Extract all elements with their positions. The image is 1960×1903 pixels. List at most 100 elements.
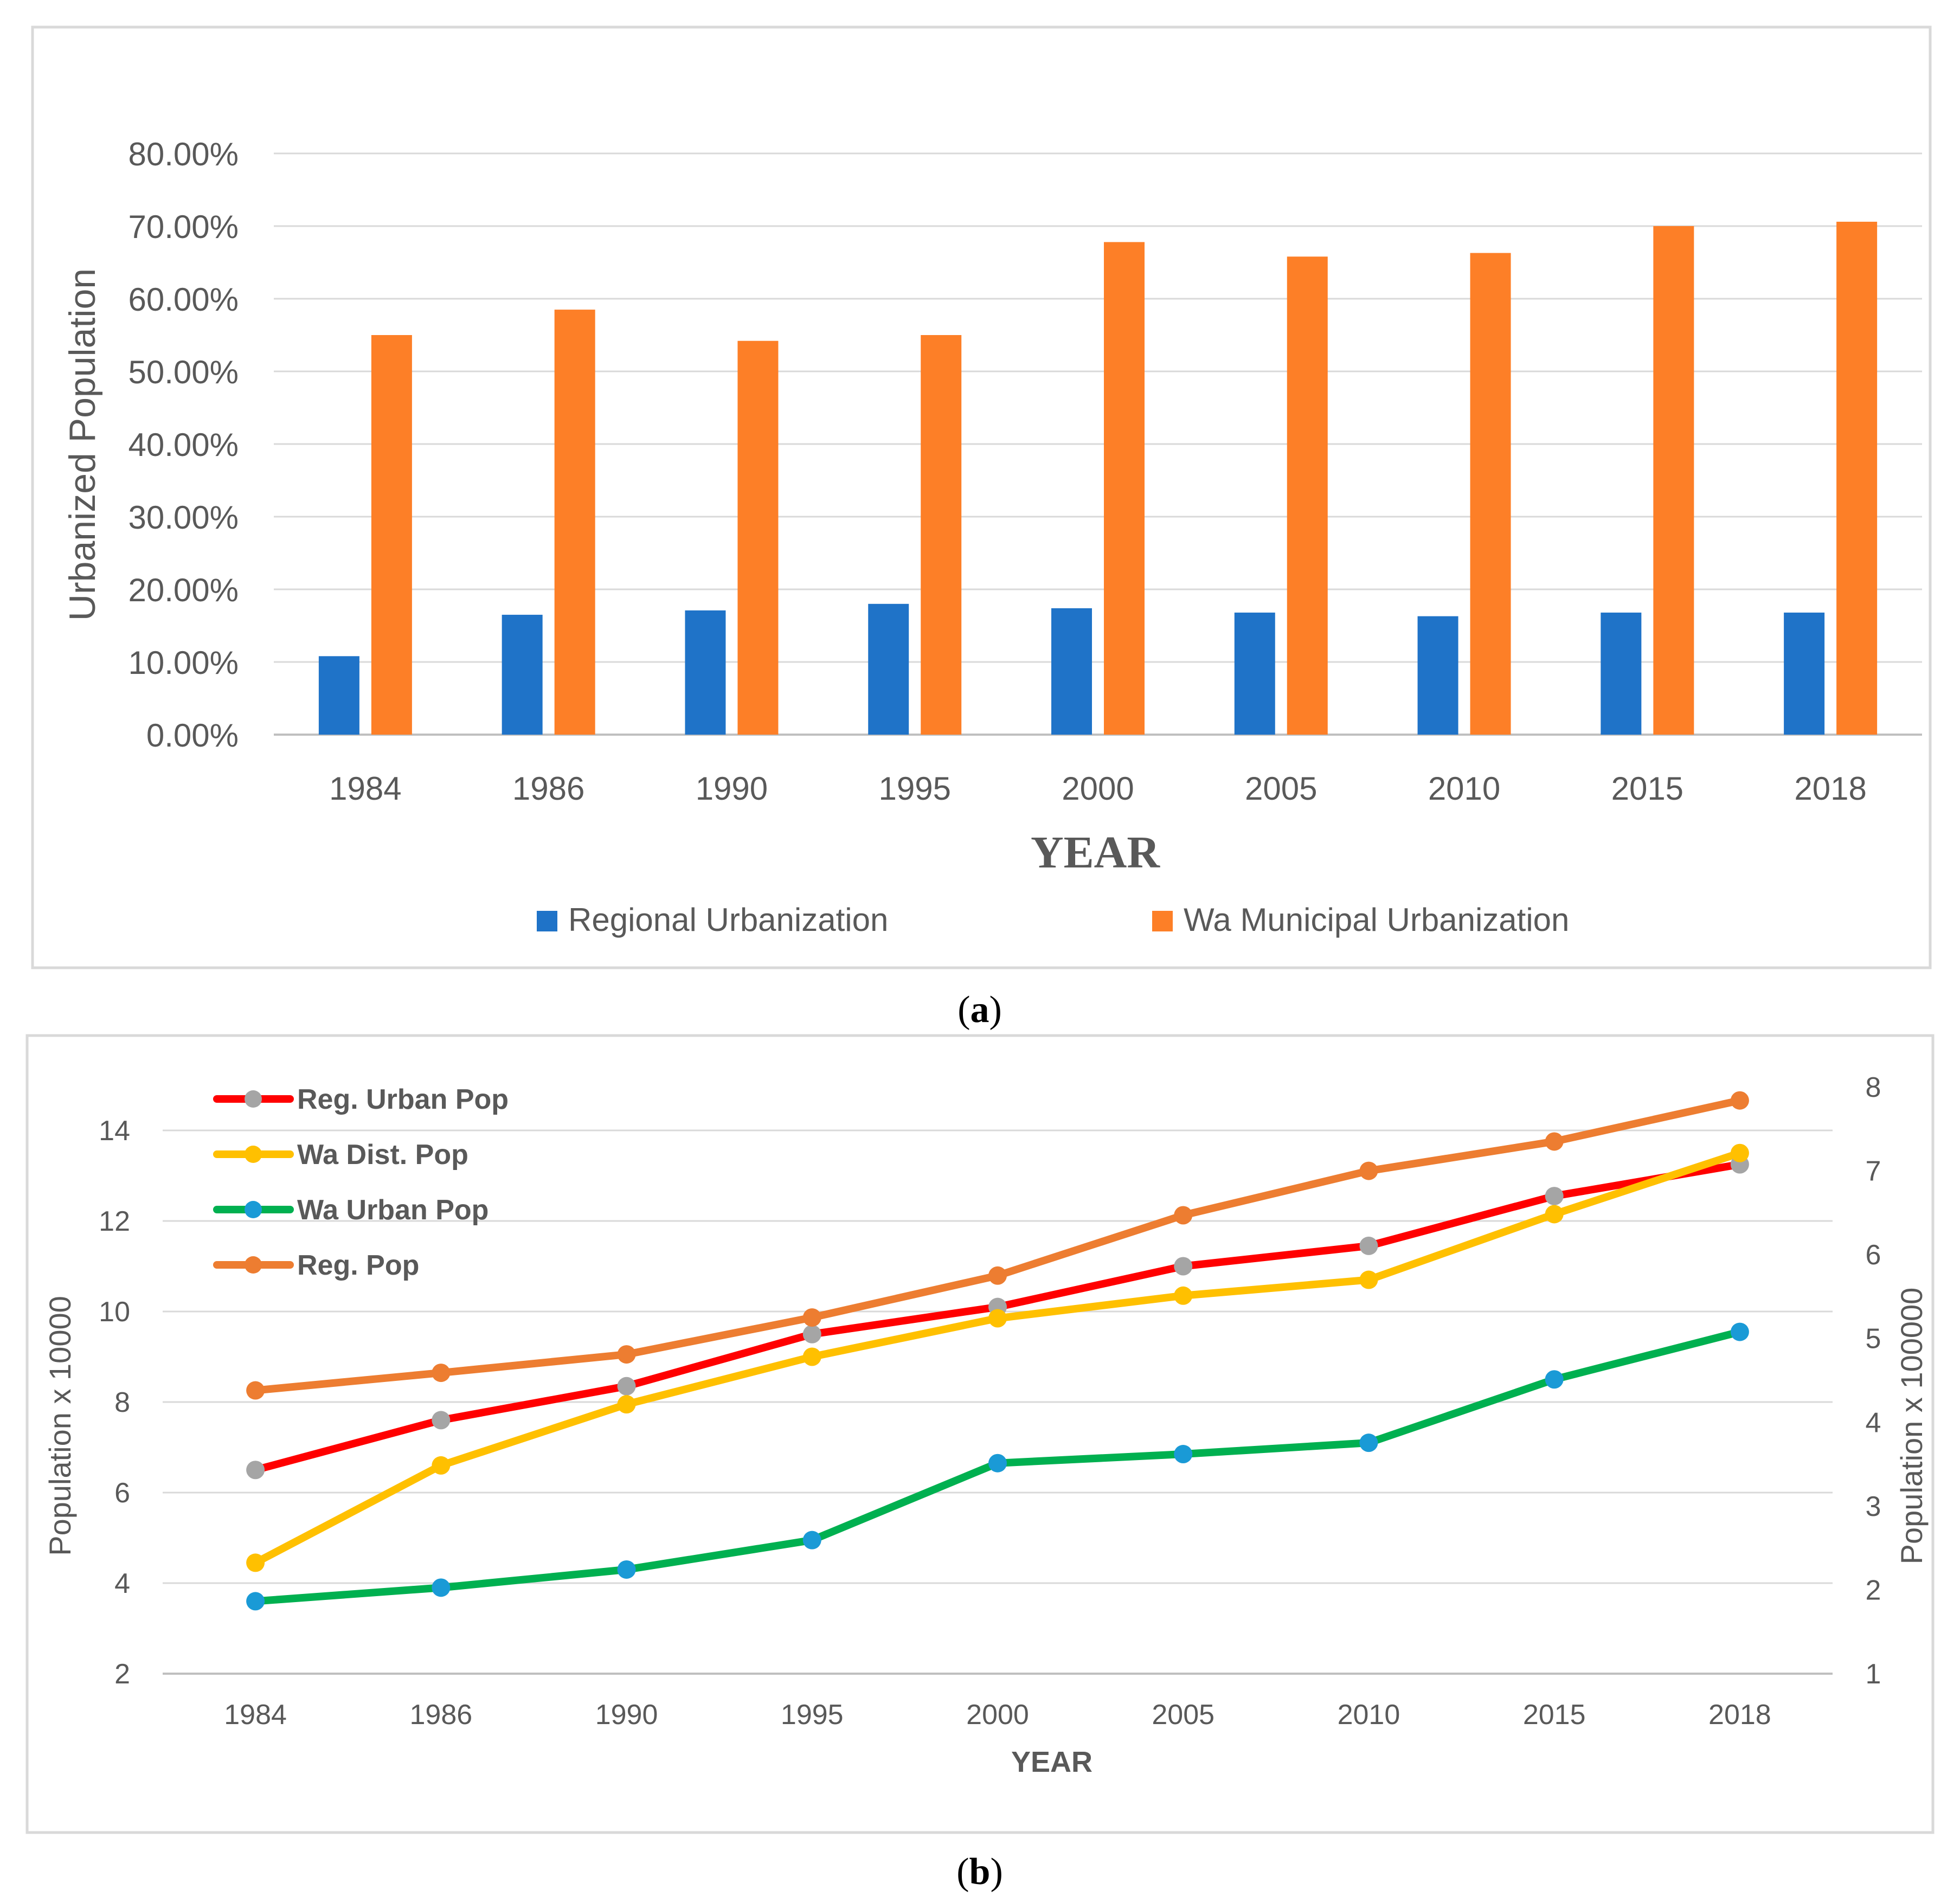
chart-a-gridlines bbox=[274, 152, 1922, 736]
chart-b-y-tick-label-left: 8 bbox=[114, 1387, 130, 1418]
chart-a-x-tick-label: 2018 bbox=[1794, 770, 1866, 807]
chart-a-frame bbox=[31, 25, 1932, 969]
legend-label-reg-pop: Reg. Pop bbox=[297, 1250, 419, 1281]
chart-b-x-tick-label: 1984 bbox=[224, 1699, 287, 1731]
point-reg-urban-pop-1984 bbox=[246, 1461, 265, 1480]
chart-a-y-tick-label: 70.00% bbox=[128, 209, 239, 245]
chart-b-series-points bbox=[246, 1091, 1749, 1611]
chart-b-y-tick-label-left: 14 bbox=[99, 1115, 130, 1147]
chart-b-y-tick-label-right: 7 bbox=[1866, 1156, 1881, 1187]
point-reg-pop-2005 bbox=[1174, 1206, 1193, 1225]
point-reg-pop-2000 bbox=[988, 1266, 1007, 1285]
bar-regional-urbanization-1984 bbox=[318, 656, 359, 735]
chart-a-y-tick-label: 20.00% bbox=[128, 572, 239, 608]
point-wa-dist-pop-1990 bbox=[617, 1395, 636, 1414]
panel-b-caption: (b) bbox=[956, 1851, 1003, 1893]
chart-a-legend: Regional Urbanization Wa Municipal Urbani… bbox=[537, 902, 1569, 938]
point-wa-urban-pop-1995 bbox=[802, 1531, 821, 1550]
chart-a-y-tick-label: 40.00% bbox=[128, 427, 239, 463]
chart-b-y-tick-label-left: 2 bbox=[114, 1658, 130, 1690]
chart-b-y-tick-label-left: 12 bbox=[99, 1206, 130, 1237]
bar-wa-municipal-urbanization-2005 bbox=[1287, 256, 1328, 735]
chart-a-x-tick-label: 1986 bbox=[512, 770, 584, 807]
point-wa-urban-pop-2010 bbox=[1359, 1433, 1378, 1452]
point-reg-urban-pop-1986 bbox=[432, 1411, 451, 1430]
chart-b-y-tick-label-left: 4 bbox=[114, 1568, 130, 1599]
point-reg-pop-2015 bbox=[1545, 1132, 1564, 1151]
chart-b-x-tick-label: 2015 bbox=[1523, 1699, 1586, 1731]
point-reg-pop-2010 bbox=[1359, 1161, 1378, 1180]
point-reg-urban-pop-2005 bbox=[1174, 1257, 1193, 1276]
point-wa-urban-pop-2000 bbox=[988, 1454, 1007, 1473]
chart-a-y-tick-label: 50.00% bbox=[128, 354, 239, 390]
bar-regional-urbanization-2015 bbox=[1601, 612, 1642, 735]
point-wa-urban-pop-2015 bbox=[1545, 1370, 1564, 1389]
bar-wa-municipal-urbanization-2000 bbox=[1104, 242, 1145, 735]
legend-label-wa-municipal-urbanization: Wa Municipal Urbanization bbox=[1184, 902, 1569, 938]
point-reg-pop-1986 bbox=[432, 1364, 451, 1383]
bar-regional-urbanization-2000 bbox=[1051, 608, 1092, 735]
point-wa-dist-pop-2010 bbox=[1359, 1270, 1378, 1289]
chart-b-legend: Reg. Urban Pop Wa Dist. Pop Wa Urban Pop Re… bbox=[213, 1084, 509, 1281]
chart-a-y-tick-label: 0.00% bbox=[146, 717, 239, 754]
bar-wa-municipal-urbanization-1984 bbox=[371, 335, 412, 735]
chart-a-x-tick-label: 2005 bbox=[1245, 770, 1317, 807]
legend-label-wa-urban-pop: Wa Urban Pop bbox=[297, 1194, 489, 1226]
legend-label-regional-urbanization: Regional Urbanization bbox=[568, 902, 888, 938]
chart-b-y-tick-label-left: 10 bbox=[99, 1296, 130, 1328]
bar-wa-municipal-urbanization-1990 bbox=[737, 340, 779, 735]
bar-wa-municipal-urbanization-2010 bbox=[1470, 253, 1511, 735]
legend-label-reg-urban-pop: Reg. Urban Pop bbox=[297, 1084, 509, 1115]
chart-b-x-tick-label: 1990 bbox=[595, 1699, 658, 1731]
point-wa-urban-pop-2005 bbox=[1174, 1445, 1193, 1464]
point-reg-pop-1995 bbox=[802, 1308, 821, 1327]
chart-b-x-tick-label: 1986 bbox=[409, 1699, 472, 1731]
chart-a-bars bbox=[318, 221, 1878, 735]
point-wa-dist-pop-2005 bbox=[1174, 1286, 1193, 1305]
chart-b-x-ticks: 1984 1986 1990 1995 2000 2005 2010 2015 2018 bbox=[224, 1699, 1771, 1731]
legend-swatch-wa-municipal-urbanization bbox=[1152, 911, 1173, 931]
chart-a-x-tick-label: 1990 bbox=[696, 770, 768, 807]
chart-b-y-axis-title-right: Population x 100000 bbox=[1894, 1288, 1929, 1565]
point-reg-pop-1984 bbox=[246, 1381, 265, 1400]
point-wa-dist-pop-1984 bbox=[246, 1553, 265, 1572]
bar-wa-municipal-urbanization-1995 bbox=[921, 335, 962, 735]
panel-a-caption: (a) bbox=[957, 989, 1002, 1031]
chart-a-x-axis-title: YEAR bbox=[1031, 827, 1160, 878]
chart-b-x-tick-label: 2000 bbox=[966, 1699, 1029, 1731]
chart-b-y-tick-label-left: 6 bbox=[114, 1477, 130, 1509]
chart-b-y-tick-label-right: 2 bbox=[1866, 1574, 1881, 1606]
chart-b-x-axis-title: YEAR bbox=[1011, 1746, 1093, 1778]
point-wa-dist-pop-2015 bbox=[1545, 1205, 1564, 1224]
chart-a-x-ticks: 1984 1986 1990 1995 2000 2005 2010 2015 2018 bbox=[329, 770, 1867, 807]
chart-b-y-tick-label-right: 4 bbox=[1866, 1407, 1881, 1438]
point-wa-urban-pop-2018 bbox=[1730, 1322, 1749, 1341]
legend-marker-wa-urban-pop bbox=[245, 1201, 262, 1218]
chart-b-frame bbox=[25, 1034, 1935, 1834]
chart-b-y-ticks-right: 1 2 3 4 5 6 7 8 bbox=[1866, 1072, 1881, 1690]
chart-a-y-axis-title: Urbanized Population bbox=[62, 268, 103, 621]
point-wa-urban-pop-1990 bbox=[617, 1560, 636, 1579]
point-reg-pop-2018 bbox=[1730, 1091, 1749, 1110]
point-reg-urban-pop-1990 bbox=[617, 1377, 636, 1396]
chart-b-y-tick-label-right: 8 bbox=[1866, 1072, 1881, 1103]
chart-b-x-tick-label: 2005 bbox=[1152, 1699, 1214, 1731]
bar-regional-urbanization-2018 bbox=[1784, 612, 1825, 735]
bar-regional-urbanization-2005 bbox=[1234, 612, 1275, 735]
point-wa-urban-pop-1984 bbox=[246, 1592, 265, 1611]
chart-a-x-tick-label: 2010 bbox=[1428, 770, 1500, 807]
chart-a-x-tick-label: 1984 bbox=[329, 770, 401, 807]
legend-marker-reg-pop bbox=[245, 1256, 262, 1274]
bar-wa-municipal-urbanization-2018 bbox=[1836, 221, 1878, 735]
legend-label-wa-dist-pop: Wa Dist. Pop bbox=[297, 1139, 468, 1171]
bar-regional-urbanization-1995 bbox=[868, 603, 909, 735]
point-reg-urban-pop-1995 bbox=[802, 1325, 821, 1343]
bar-regional-urbanization-1990 bbox=[685, 610, 726, 735]
bar-regional-urbanization-2010 bbox=[1417, 616, 1458, 735]
chart-b-y-ticks-left: 2 4 6 8 10 12 14 bbox=[99, 1115, 130, 1690]
bar-regional-urbanization-1986 bbox=[502, 614, 543, 735]
point-wa-dist-pop-1986 bbox=[432, 1456, 451, 1475]
legend-marker-reg-urban-pop bbox=[245, 1090, 262, 1108]
